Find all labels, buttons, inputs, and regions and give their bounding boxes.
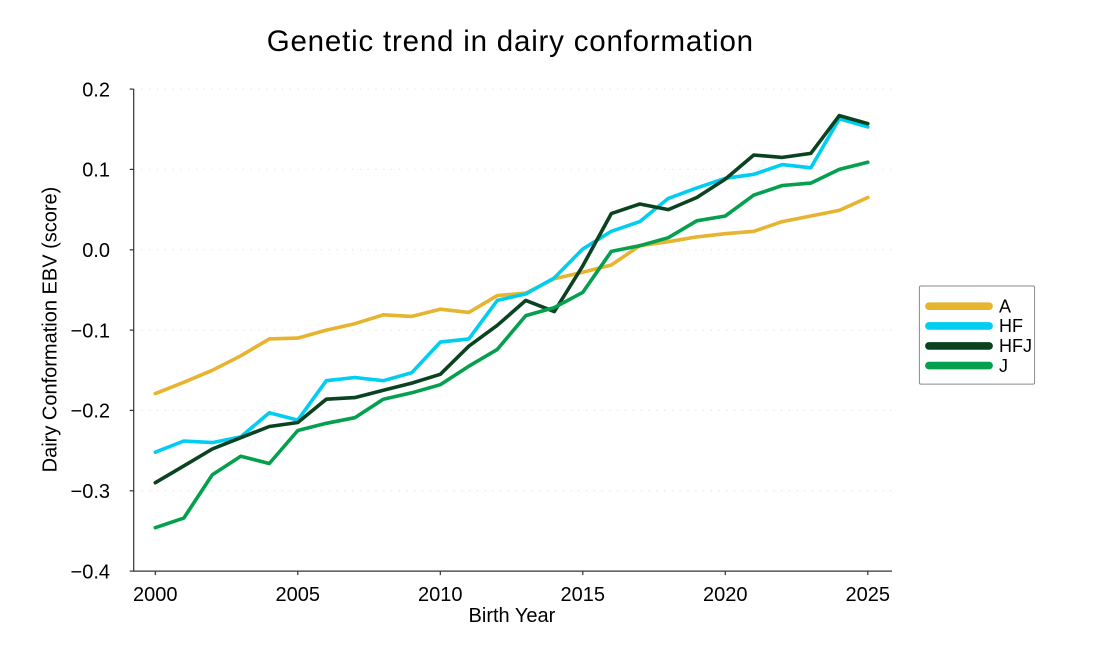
- svg-text:Birth Year: Birth Year: [469, 605, 556, 627]
- svg-text:−0.4: −0.4: [71, 561, 110, 583]
- svg-text:HF: HF: [999, 316, 1023, 336]
- svg-text:2010: 2010: [418, 584, 463, 606]
- svg-text:−0.3: −0.3: [71, 481, 110, 503]
- svg-text:0.1: 0.1: [82, 160, 110, 182]
- svg-text:HFJ: HFJ: [999, 336, 1032, 356]
- svg-text:2020: 2020: [703, 584, 748, 606]
- svg-text:0.2: 0.2: [82, 79, 110, 101]
- svg-text:Dairy Conformation EBV (score): Dairy Conformation EBV (score): [40, 187, 62, 473]
- svg-text:Genetic trend in dairy conform: Genetic trend in dairy conformation: [267, 25, 754, 58]
- svg-text:2015: 2015: [561, 584, 606, 606]
- svg-text:2000: 2000: [133, 584, 178, 606]
- svg-text:−0.2: −0.2: [71, 401, 110, 423]
- svg-text:−0.1: −0.1: [71, 320, 110, 342]
- svg-text:0.0: 0.0: [82, 240, 110, 262]
- svg-text:2005: 2005: [276, 584, 321, 606]
- svg-text:A: A: [999, 296, 1011, 316]
- svg-text:J: J: [999, 356, 1008, 376]
- svg-text:2025: 2025: [846, 584, 891, 606]
